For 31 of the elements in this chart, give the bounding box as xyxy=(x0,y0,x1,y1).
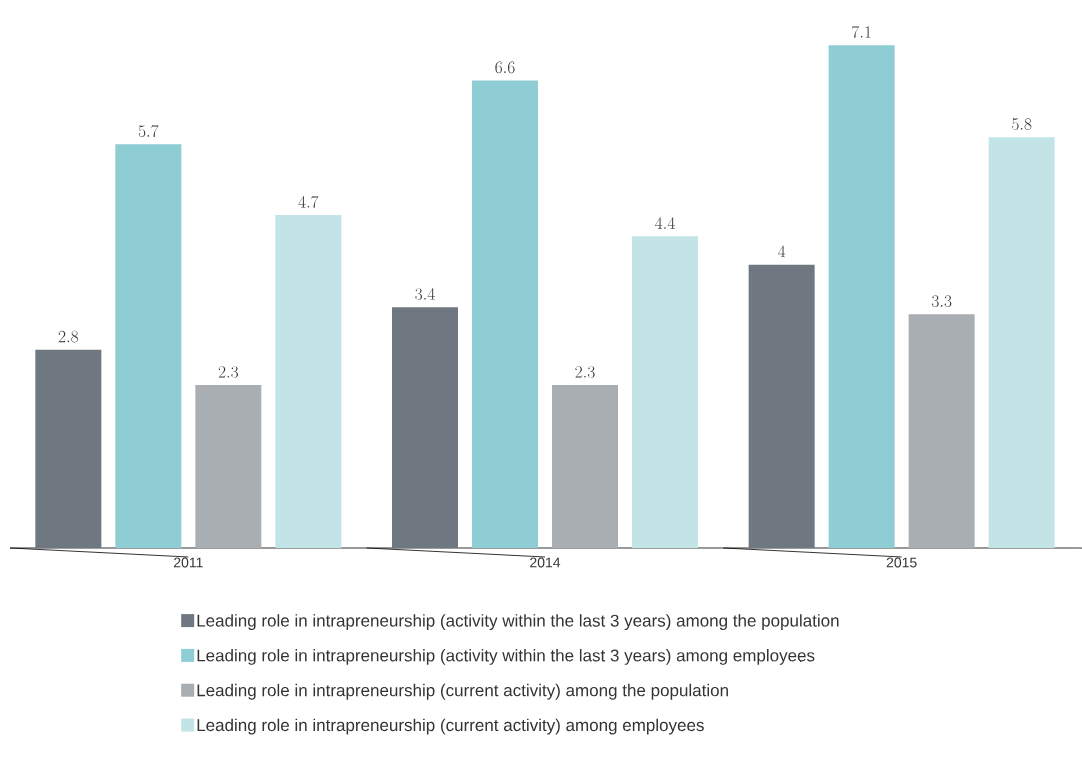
bar xyxy=(35,349,102,548)
bar xyxy=(275,215,342,548)
bar xyxy=(195,385,262,548)
data-label: 5.8 xyxy=(1012,118,1032,130)
bar xyxy=(115,144,182,548)
x-tick-label: 2015 xyxy=(886,557,917,568)
bar xyxy=(988,137,1055,548)
data-label: 4.7 xyxy=(298,195,319,208)
legend-label: Leading role in intrapreneurship (current activity) among employees xyxy=(197,718,704,735)
bar xyxy=(631,236,698,548)
data-label: 2.8 xyxy=(58,330,79,343)
data-label: 7. 1 xyxy=(852,25,871,38)
legend-label: Leading role in intrapreneurship (current activity) among the population xyxy=(197,683,728,700)
x-tick-label: 2011 xyxy=(173,557,203,568)
data-label: 4.4 xyxy=(655,217,675,229)
data-label: 2.3 xyxy=(218,366,239,378)
data-label: 5.7 xyxy=(138,125,159,138)
bar xyxy=(551,385,618,548)
bar xyxy=(391,307,458,548)
data-label: 2.3 xyxy=(575,366,595,378)
legend-label: Leading role in intrapreneurship (activity within the last 3 years) among the population xyxy=(197,614,839,631)
bar xyxy=(908,314,975,548)
legend-label: Leading role in intrapreneurship (activity within the last 3 years) among employees xyxy=(197,649,815,665)
data-label: 3.3 xyxy=(931,295,952,308)
data-label: 3.4 xyxy=(415,288,435,300)
bar xyxy=(471,80,538,548)
data-label: 4 xyxy=(778,245,786,258)
bar xyxy=(748,264,815,548)
bar xyxy=(828,45,895,548)
x-tick-label: 2014 xyxy=(530,557,561,568)
data-label: 6.6 xyxy=(495,61,515,74)
